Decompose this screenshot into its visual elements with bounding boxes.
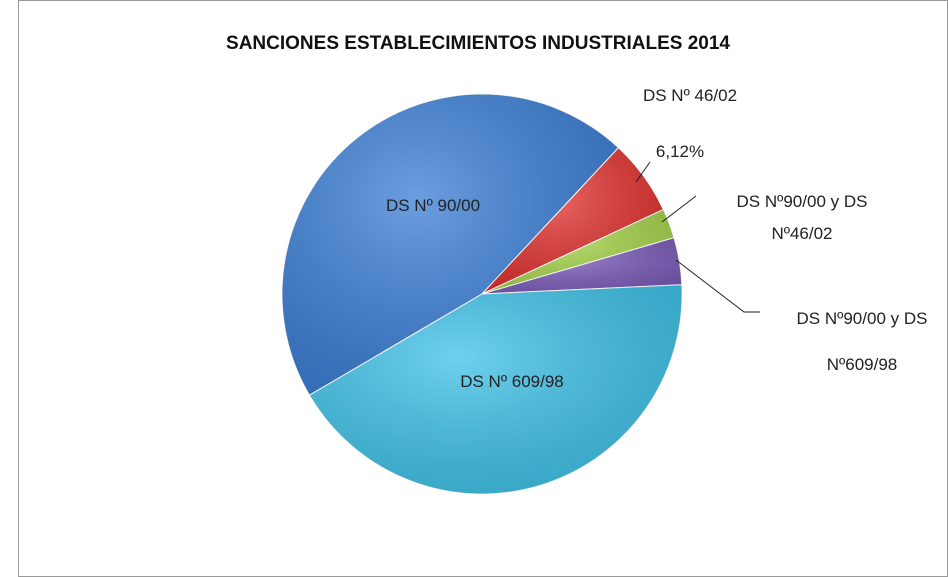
slice-label: DS Nº90/00 y DS Nº46/02 [736,192,868,243]
leader-line [635,161,651,183]
value-label: 6,12% [655,142,705,161]
slice-label: DS Nº 609/98 [460,372,564,391]
leader-line [661,195,697,223]
slice-label: DS Nº 90/00 [385,196,481,215]
slice-label: DS Nº 46/02 [642,86,738,105]
slice-label: DS Nº90/00 y DS Nº609/98 [796,309,928,374]
chart-title: SANCIONES ESTABLECIMIENTOS INDUSTRIALES … [226,33,730,54]
leader-line [675,259,760,313]
